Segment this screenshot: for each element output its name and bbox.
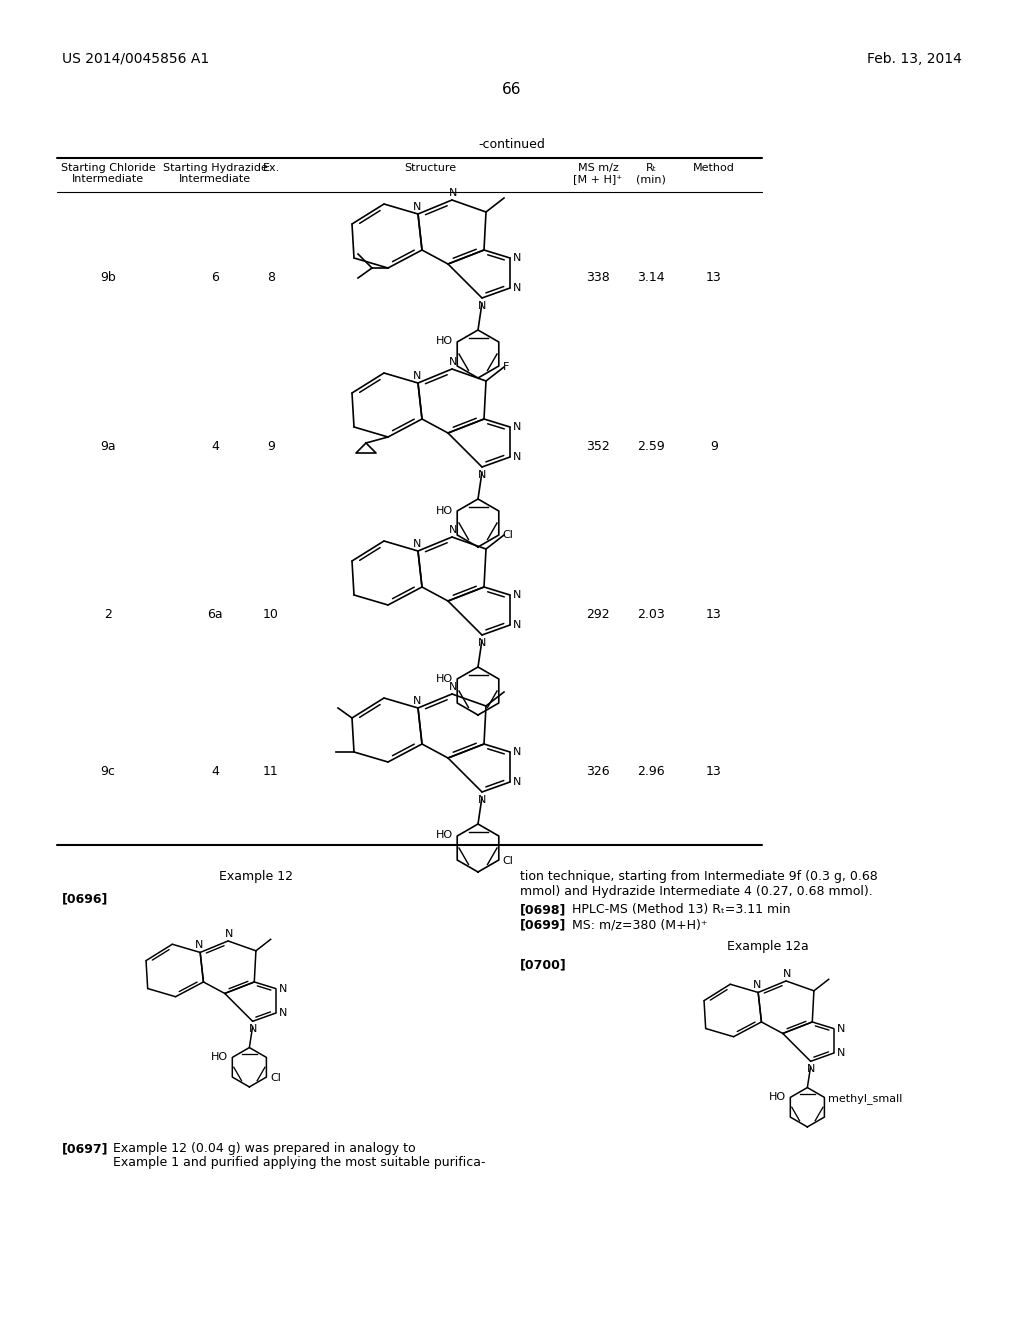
Text: [0698]: [0698]	[520, 903, 566, 916]
Text: N: N	[413, 371, 421, 381]
Text: Cl: Cl	[270, 1073, 282, 1082]
Text: N: N	[513, 620, 521, 630]
Text: N: N	[413, 202, 421, 213]
Text: Starting Chloride: Starting Chloride	[60, 162, 156, 173]
Text: N: N	[513, 422, 521, 432]
Text: -continued: -continued	[478, 139, 546, 150]
Text: N: N	[478, 795, 486, 805]
Text: 9: 9	[710, 440, 718, 453]
Text: F: F	[503, 362, 509, 371]
Text: N: N	[249, 1024, 257, 1035]
Text: Feb. 13, 2014: Feb. 13, 2014	[867, 51, 962, 66]
Text: Example 1 and purified applying the most suitable purifica-: Example 1 and purified applying the most…	[113, 1156, 485, 1170]
Text: [0697]: [0697]	[62, 1142, 109, 1155]
Text: tion technique, starting from Intermediate 9f (0.3 g, 0.68: tion technique, starting from Intermedia…	[520, 870, 878, 883]
Text: HO: HO	[436, 673, 454, 684]
Text: MS: m/z=380 (M+H)⁺: MS: m/z=380 (M+H)⁺	[572, 917, 708, 931]
Text: N: N	[449, 356, 457, 367]
Text: 9a: 9a	[100, 440, 116, 453]
Text: [M + H]⁺: [M + H]⁺	[573, 174, 623, 183]
Text: Starting Hydrazide: Starting Hydrazide	[163, 162, 267, 173]
Text: 11: 11	[263, 766, 279, 777]
Text: N: N	[513, 282, 521, 293]
Text: 6a: 6a	[207, 607, 223, 620]
Text: N: N	[837, 1023, 845, 1034]
Text: Example 12: Example 12	[219, 870, 293, 883]
Text: HO: HO	[436, 337, 454, 346]
Text: N: N	[413, 696, 421, 706]
Text: (min): (min)	[636, 174, 666, 183]
Text: N: N	[413, 539, 421, 549]
Text: 13: 13	[707, 766, 722, 777]
Text: 9b: 9b	[100, 271, 116, 284]
Text: HO: HO	[769, 1092, 786, 1102]
Text: 9: 9	[267, 440, 274, 453]
Text: [0696]: [0696]	[62, 892, 109, 906]
Text: Cl: Cl	[503, 855, 513, 866]
Text: 8: 8	[267, 271, 275, 284]
Text: Example 12a: Example 12a	[727, 940, 809, 953]
Text: N: N	[279, 1008, 287, 1018]
Text: 6: 6	[211, 271, 219, 284]
Text: N: N	[225, 929, 233, 939]
Text: 2.59: 2.59	[637, 440, 665, 453]
Text: N: N	[513, 777, 521, 787]
Text: N: N	[513, 590, 521, 601]
Text: MS m/z: MS m/z	[578, 162, 618, 173]
Text: 2.96: 2.96	[637, 766, 665, 777]
Text: mmol) and Hydrazide Intermediate 4 (0.27, 0.68 mmol).: mmol) and Hydrazide Intermediate 4 (0.27…	[520, 884, 872, 898]
Text: N: N	[807, 1064, 815, 1074]
Text: Rₜ: Rₜ	[645, 162, 656, 173]
Text: methyl_small: methyl_small	[828, 1093, 902, 1105]
Text: N: N	[753, 981, 762, 990]
Text: N: N	[449, 525, 457, 535]
Text: 66: 66	[502, 82, 522, 96]
Text: 3.14: 3.14	[637, 271, 665, 284]
Text: 10: 10	[263, 607, 279, 620]
Text: N: N	[449, 682, 457, 692]
Text: 352: 352	[586, 440, 610, 453]
Text: Cl: Cl	[503, 531, 513, 540]
Text: Structure: Structure	[403, 162, 456, 173]
Text: N: N	[279, 983, 287, 994]
Text: [0699]: [0699]	[520, 917, 566, 931]
Text: N: N	[478, 638, 486, 648]
Text: N: N	[513, 253, 521, 263]
Text: 4: 4	[211, 440, 219, 453]
Text: 338: 338	[586, 271, 610, 284]
Text: N: N	[513, 451, 521, 462]
Text: Intermediate: Intermediate	[72, 174, 144, 183]
Text: N: N	[837, 1048, 845, 1059]
Text: 2.03: 2.03	[637, 607, 665, 620]
Text: Ex.: Ex.	[262, 162, 280, 173]
Text: N: N	[783, 969, 792, 979]
Text: US 2014/0045856 A1: US 2014/0045856 A1	[62, 51, 209, 66]
Text: N: N	[449, 187, 457, 198]
Text: 13: 13	[707, 271, 722, 284]
Text: N: N	[195, 940, 204, 950]
Text: Intermediate: Intermediate	[179, 174, 251, 183]
Text: 9c: 9c	[100, 766, 116, 777]
Text: 4: 4	[211, 766, 219, 777]
Text: HO: HO	[436, 830, 454, 841]
Text: 13: 13	[707, 607, 722, 620]
Text: HO: HO	[436, 506, 454, 516]
Text: 292: 292	[586, 607, 610, 620]
Text: Example 12 (0.04 g) was prepared in analogy to: Example 12 (0.04 g) was prepared in anal…	[113, 1142, 416, 1155]
Text: HO: HO	[211, 1052, 228, 1061]
Text: Method: Method	[693, 162, 735, 173]
Text: N: N	[478, 470, 486, 480]
Text: 2: 2	[104, 607, 112, 620]
Text: N: N	[513, 747, 521, 756]
Text: 326: 326	[586, 766, 610, 777]
Text: [0700]: [0700]	[520, 958, 566, 972]
Text: N: N	[478, 301, 486, 312]
Text: HPLC-MS (Method 13) Rₜ=3.11 min: HPLC-MS (Method 13) Rₜ=3.11 min	[572, 903, 791, 916]
